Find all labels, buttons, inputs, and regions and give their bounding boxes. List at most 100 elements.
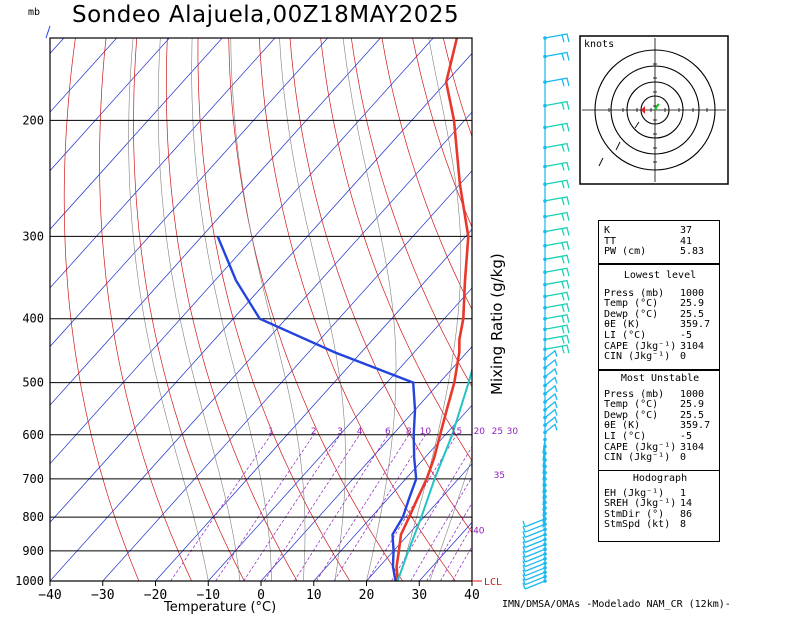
hodograph-storm-markers [598, 121, 640, 167]
mixing-ratio-label: 3 [337, 427, 343, 437]
most-unstable-stat-label: Dewp (°C) [604, 409, 659, 421]
wind-barb [522, 558, 546, 568]
dry-adiabat-line [258, 38, 456, 581]
hodograph-stat-value: 1 [680, 487, 687, 499]
lowest-level-stat-label: θE (K) [604, 319, 641, 331]
lowest-level-stat-value: 25.5 [680, 308, 705, 320]
hodograph-header: Hodograph [632, 473, 688, 484]
mixing-ratio-label: 4 [357, 427, 363, 437]
x-tick-label: −40 [38, 588, 61, 603]
hodograph-stat-value: 86 [680, 508, 693, 520]
hodograph-stat-label: StmDir (°) [604, 508, 665, 520]
wind-barb [542, 459, 546, 474]
pw-label: PW (cm) [604, 246, 647, 258]
lowest-level-stat-label: LI (°C) [604, 329, 647, 341]
hodograph-stat-label: StmSpd (kt) [604, 519, 671, 531]
moist-adiabat-line [191, 38, 272, 581]
most-unstable-stat-row: Temp (°C) 25.9 [604, 400, 716, 411]
wind-barb [544, 303, 570, 312]
wind-barb [522, 533, 546, 544]
x-tick-label: −20 [144, 588, 167, 603]
lowest-level-stat-value: 1000 [680, 287, 705, 299]
pressure-unit-label: mb [28, 7, 41, 18]
y-tick-label: 900 [22, 544, 44, 558]
x-tick-label: 0 [257, 588, 265, 603]
x-axis-label: Temperature (°C) [164, 600, 277, 615]
wind-barb-point [543, 244, 547, 248]
wind-barb [544, 77, 570, 87]
moist-adiabat-line [279, 38, 346, 581]
tt-index-label: TT [604, 235, 617, 247]
most-unstable-stat-value: 3104 [680, 441, 705, 453]
x-tick-label: 40 [464, 588, 480, 603]
lowest-level-panel: Lowest level Press (mb) 1000 Temp (°C) 25.9… [598, 264, 720, 370]
lcl-label: LCL [484, 577, 502, 588]
pw-value: 5.83 [680, 246, 705, 258]
y-tick-label: 600 [22, 428, 44, 442]
hodograph [579, 35, 729, 185]
most-unstable-stat-label: CIN (Jkg⁻¹) [604, 452, 671, 464]
isotherm-line [260, 346, 472, 581]
wind-barb-point [543, 347, 547, 352]
wind-barbs [522, 33, 570, 590]
most-unstable-stat-row: LI (°C) -5 [604, 431, 716, 443]
moist-adiabat-line [157, 38, 241, 581]
mixing-ratio-label: 10 [420, 427, 432, 437]
wind-barb [542, 484, 546, 500]
dry-adiabat-line [320, 38, 472, 462]
wind-barb [544, 313, 570, 323]
mixing-ratio-axis-label: Mixing Ratio (g/kg) [488, 253, 506, 395]
wind-barb [522, 528, 546, 538]
wind-barb [544, 408, 558, 419]
mixing-ratio-lines [170, 434, 472, 581]
profiles [216, 38, 472, 581]
mixing-ratio-line [294, 434, 389, 581]
most-unstable-panel: Most Unstable Press (mb) 1000 Temp (°C) 25.… [598, 370, 720, 472]
y-tick-label: 400 [22, 312, 44, 326]
corner-marker [45, 25, 51, 39]
wind-barb [544, 358, 558, 369]
wind-barb [544, 100, 570, 110]
lowest-level-stat-value: 0 [680, 351, 687, 363]
mixing-ratio-label: 15 [451, 427, 462, 437]
wind-barb [544, 415, 558, 426]
moist-adiabat-line [230, 38, 306, 581]
x-tick-label: 20 [359, 588, 375, 603]
storm-motion-marker [641, 106, 645, 114]
moist-adiabat-line [342, 38, 397, 581]
wind-barb [542, 507, 546, 523]
wind-barb-point [543, 229, 547, 234]
isotherm-line [50, 38, 170, 172]
y-tick-label: 1000 [15, 574, 44, 588]
temperature-profile-line [395, 38, 470, 581]
hodograph-stat-row: SREH (Jkg⁻¹) 14 [604, 499, 716, 510]
most-unstable-stat-value: 0 [680, 452, 687, 464]
mixing-ratio-line [243, 434, 341, 581]
isotherm-line [50, 38, 117, 113]
wind-barb [544, 267, 570, 277]
footer-credit: IMN/DMSA/OMAs -Modelado NAM_CR (12km)- [502, 599, 731, 610]
hodograph-stat-row: StmSpd (kt) 8 [604, 520, 716, 531]
lowest-level-stat-row: θE (K) 359.7 [604, 320, 716, 331]
most-unstable-header: Most Unstable [620, 373, 700, 384]
hodograph-stat-label: SREH (Jkg⁻¹) [604, 498, 677, 510]
wind-barb [522, 543, 546, 554]
lowest-level-stat-label: CIN (Jkg⁻¹) [604, 351, 671, 363]
isotherm-line [50, 52, 472, 523]
y-tick-label: 200 [22, 113, 44, 127]
wind-barb [544, 254, 570, 264]
wind-barb [522, 553, 546, 563]
wind-barb [542, 490, 546, 506]
isotherm-line [50, 111, 472, 581]
mixing-ratio-label: 40 [473, 527, 485, 537]
wind-barb [542, 453, 546, 468]
wind-barb [544, 367, 558, 378]
wind-barb [544, 241, 570, 250]
mixing-ratio-label: 2 [311, 427, 317, 437]
most-unstable-stat-row: θE (K) 359.7 [604, 421, 716, 432]
wind-barb [544, 211, 570, 221]
y-tick-label: 300 [22, 229, 44, 243]
tt-index-value: 41 [680, 235, 693, 247]
wind-barb-point [543, 54, 547, 59]
